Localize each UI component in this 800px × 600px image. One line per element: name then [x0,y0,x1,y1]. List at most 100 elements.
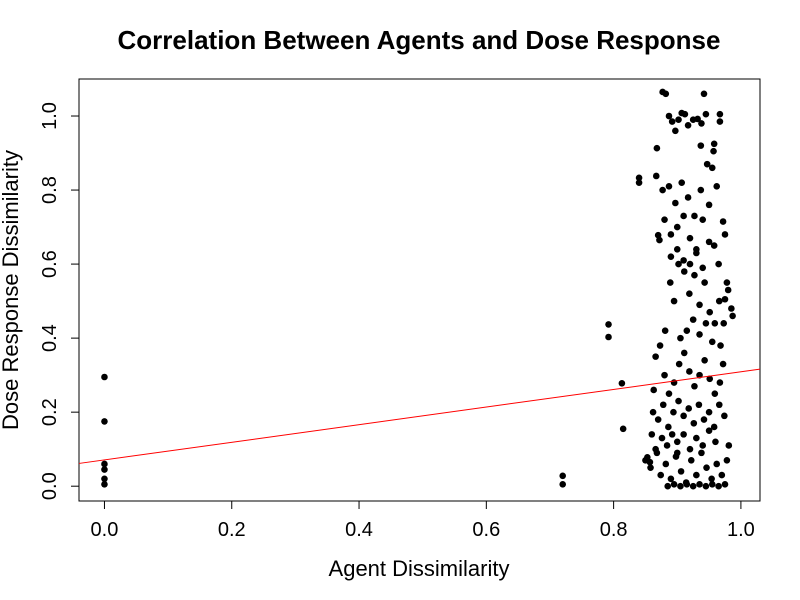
data-point [696,481,703,488]
data-point [666,279,674,286]
x-tick-label: 0.8 [600,519,628,541]
data-point [681,110,689,118]
data-point [680,212,687,220]
data-point [101,460,108,468]
y-axis-label: Dose Response Dissimilarity [0,150,23,430]
data-point [703,464,710,471]
data-point [618,379,626,387]
data-point [720,320,728,327]
data-point [713,183,721,190]
data-point [661,216,668,223]
data-point [716,118,724,125]
data-point [699,264,707,272]
data-points [101,88,736,490]
data-point [101,373,108,381]
data-point [659,401,667,409]
data-point [716,379,724,386]
data-point [675,360,683,368]
data-point [647,464,654,471]
data-point [672,199,679,207]
y-tick-label: 1.0 [39,102,61,130]
data-point [670,408,677,416]
data-point [667,253,675,260]
data-point [670,297,678,305]
data-point [678,179,686,186]
data-point [656,342,664,349]
y-axis: 0.0 0.2 0.4 0.6 0.8 1.0 [39,102,80,500]
data-point [719,218,727,225]
data-point [675,397,682,405]
data-point [696,331,703,338]
data-point [667,475,675,483]
data-point [663,442,671,449]
data-point [700,90,708,98]
data-point [686,368,693,375]
data-point [694,115,701,123]
data-point [670,379,678,386]
data-point [677,468,685,475]
data-point [662,90,670,98]
data-point [654,416,662,423]
data-point [661,327,669,335]
data-point [702,482,710,490]
data-point [698,120,705,127]
data-point [723,279,731,286]
data-point [721,481,729,488]
data-point [662,460,670,468]
x-tick-label: 0.6 [472,519,500,541]
data-point [684,194,692,201]
data-point [665,423,672,431]
x-tick-label: 0.4 [345,519,373,541]
data-point [665,390,673,397]
data-point [719,360,727,368]
data-point [683,327,691,335]
data-point [559,472,567,480]
data-point [690,419,698,427]
data-point [708,481,716,488]
data-point [689,482,697,490]
data-point [721,412,728,420]
data-point [658,434,666,442]
data-point [680,268,688,275]
data-point [675,260,682,268]
x-axis: 0.0 0.2 0.4 0.6 0.8 1.0 [91,500,755,541]
data-point [686,445,694,453]
data-point [710,140,718,148]
data-point [724,286,732,294]
data-point [668,118,676,125]
data-point [686,234,694,242]
data-point [728,305,735,312]
data-point [665,112,673,120]
data-point [705,408,713,416]
data-point [659,186,666,194]
data-point [686,290,693,298]
x-tick-label: 0.2 [218,519,246,541]
data-point [717,342,724,349]
data-point [689,316,697,323]
data-point [673,223,681,231]
data-point [715,260,722,268]
data-point [716,110,724,118]
data-point [712,438,719,446]
data-point [653,449,661,457]
data-point [710,242,718,249]
data-point [718,471,726,479]
y-tick-label: 0.6 [39,250,61,278]
data-point [656,236,663,244]
data-point [685,405,693,412]
data-point [729,312,736,320]
data-point [701,279,708,286]
data-point [635,179,643,186]
data-point [691,271,698,279]
data-point [705,427,713,434]
x-axis-label: Agent Dissimilarity [329,556,510,581]
plot-frame [78,78,761,502]
data-point [721,295,729,303]
data-point [693,471,700,479]
data-point [715,297,723,305]
data-point [619,425,627,433]
data-point [701,357,708,364]
data-point [698,449,705,457]
data-point [667,231,675,238]
data-point [673,449,681,457]
